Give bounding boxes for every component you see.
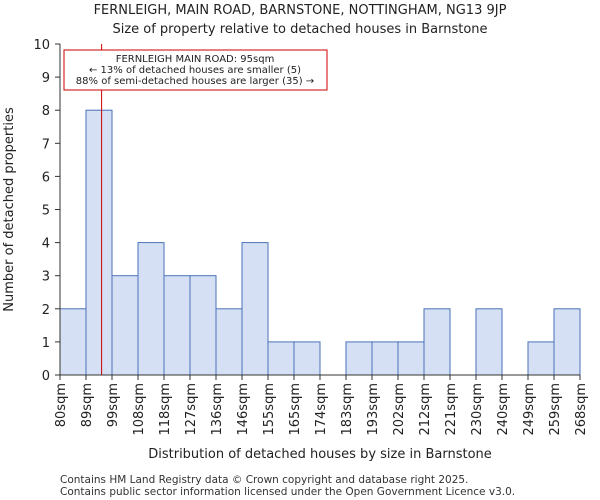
histogram-bar xyxy=(215,308,243,376)
histogram-bar xyxy=(345,341,373,376)
histogram-bar xyxy=(85,109,113,376)
histogram-bar xyxy=(423,308,451,376)
histogram-bar xyxy=(527,341,555,376)
x-tick-label: 146sqm xyxy=(236,383,251,436)
histogram-bar xyxy=(111,275,139,376)
annotation-line-3: 88% of semi-detached houses are larger (… xyxy=(76,76,314,87)
histogram-bar xyxy=(189,275,217,376)
x-axis-label: Distribution of detached houses by size … xyxy=(148,447,492,462)
footer-licence: Contains public sector information licen… xyxy=(60,486,516,498)
x-tick-label: 165sqm xyxy=(288,383,303,436)
x-tick-label: 268sqm xyxy=(574,383,589,436)
y-tick-label: 10 xyxy=(33,38,50,53)
y-axis-label: Number of detached properties xyxy=(2,107,17,312)
y-tick-label: 3 xyxy=(42,270,50,285)
histogram-bar xyxy=(397,341,425,376)
x-tick-label: 240sqm xyxy=(496,383,511,436)
x-tick-label: 108sqm xyxy=(132,383,147,436)
x-tick-label: 230sqm xyxy=(470,383,485,436)
histogram-bar xyxy=(553,308,581,376)
chart-title: FERNLEIGH, MAIN ROAD, BARNSTONE, NOTTING… xyxy=(93,3,507,18)
y-tick-label: 9 xyxy=(42,71,50,86)
x-tick-label: 183sqm xyxy=(340,383,355,436)
y-tick-label: 4 xyxy=(42,237,50,252)
x-tick-label: 127sqm xyxy=(184,383,199,436)
x-tick-label: 221sqm xyxy=(444,383,459,436)
x-tick-label: 80sqm xyxy=(54,383,69,427)
y-tick-label: 5 xyxy=(42,204,50,219)
y-tick-label: 7 xyxy=(42,137,50,152)
y-tick-label: 2 xyxy=(42,303,50,318)
x-tick-label: 259sqm xyxy=(548,383,563,436)
y-tick-label: 0 xyxy=(42,369,50,384)
x-tick-label: 99sqm xyxy=(106,383,121,427)
x-tick-label: 202sqm xyxy=(392,383,407,436)
histogram-bar xyxy=(163,275,191,376)
histogram-bar xyxy=(267,341,295,376)
x-tick-label: 193sqm xyxy=(366,383,381,436)
histogram-bar xyxy=(475,308,503,376)
annotation-line-2: ← 13% of detached houses are smaller (5) xyxy=(89,65,301,76)
annotation-line-1: FERNLEIGH MAIN ROAD: 95sqm xyxy=(116,54,275,65)
x-tick-label: 89sqm xyxy=(80,383,95,427)
footer-copyright: Contains HM Land Registry data © Crown c… xyxy=(60,474,469,486)
y-tick-label: 1 xyxy=(42,336,50,351)
x-tick-label: 155sqm xyxy=(262,383,277,436)
histogram-bar xyxy=(137,242,165,376)
y-tick-label: 6 xyxy=(42,170,50,185)
x-tick-label: 212sqm xyxy=(418,383,433,436)
x-tick-label: 136sqm xyxy=(210,383,225,436)
x-tick-label: 174sqm xyxy=(314,383,329,436)
x-tick-label: 118sqm xyxy=(158,383,173,436)
x-tick-label: 249sqm xyxy=(522,383,537,436)
histogram-bar xyxy=(59,308,87,376)
chart-subtitle: Size of property relative to detached ho… xyxy=(112,22,488,37)
y-tick-label: 8 xyxy=(42,104,50,119)
annotation-box xyxy=(63,49,328,91)
histogram-bar xyxy=(293,341,321,376)
histogram-bar xyxy=(371,341,399,376)
histogram-bar xyxy=(241,242,269,376)
